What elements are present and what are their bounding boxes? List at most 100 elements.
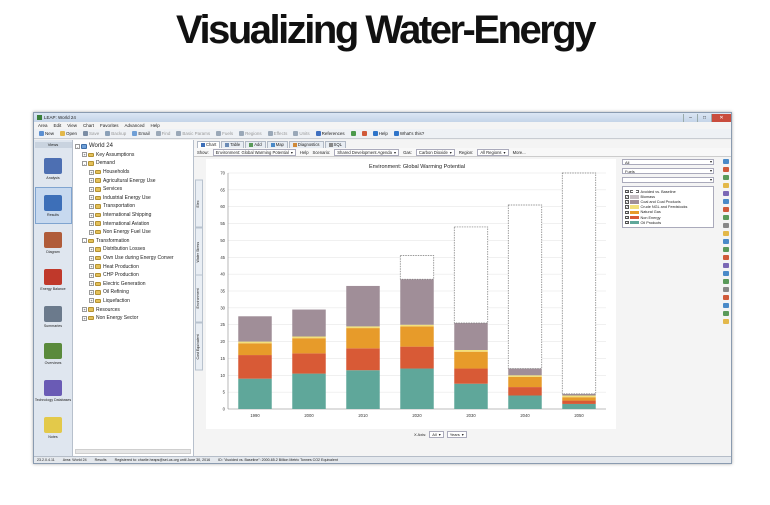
chart-tool-11-icon[interactable] [723, 247, 729, 252]
expand-icon[interactable]: + [89, 255, 94, 261]
side-tab-water-stress[interactable]: Water Stress [195, 227, 203, 275]
chart-tool-16-icon[interactable] [723, 287, 729, 292]
tree-item-key-assumptions[interactable]: + Key Assumptions [73, 151, 193, 160]
tool-12-button[interactable] [349, 131, 358, 136]
expand-icon[interactable]: + [89, 186, 94, 192]
tool-13-button[interactable] [360, 131, 369, 136]
collapse-icon[interactable]: - [75, 143, 80, 149]
tree-item-liquefaction[interactable]: + Liquefaction [73, 297, 193, 306]
legend-checkbox[interactable]: ✓ [625, 200, 629, 205]
tree-item-distribution-losses[interactable]: + Distribution Losses [73, 245, 193, 254]
tab-table[interactable]: Table [221, 141, 245, 148]
menu-favorites[interactable]: Favorites [99, 123, 119, 128]
new-button[interactable]: New [37, 131, 56, 136]
expand-icon[interactable]: + [89, 212, 94, 218]
view-notes[interactable]: Notes [35, 409, 72, 446]
legend-group-dropdown[interactable]: Fuels [622, 168, 714, 174]
tree-item-transformation[interactable]: - Transformation [73, 237, 193, 246]
chart-tool-1-icon[interactable] [723, 167, 729, 172]
collapse-icon[interactable]: - [82, 160, 87, 166]
tree-item-own-use-during-energy-conver[interactable]: + Own Use during Energy Conver [73, 254, 193, 263]
chart-tool-17-icon[interactable] [723, 295, 729, 300]
expand-icon[interactable]: + [89, 281, 94, 287]
units-button[interactable]: Units [291, 131, 311, 136]
chart-tool-0-icon[interactable] [723, 159, 729, 164]
tree-item-electric-generation[interactable]: + Electric Generation [73, 280, 193, 289]
gas-dropdown[interactable]: Carbon Dioxide ▾ [415, 148, 455, 156]
tree-item-international-aviation[interactable]: + International Aviation [73, 219, 193, 228]
legend-checkbox[interactable]: ✓ [625, 195, 629, 200]
chart-tool-12-icon[interactable] [723, 255, 729, 260]
menu-edit[interactable]: Edit [53, 123, 62, 128]
region-dropdown[interactable]: All Regions ▾ [477, 148, 509, 156]
chart-tool-14-icon[interactable] [723, 271, 729, 276]
expand-icon[interactable]: + [89, 264, 94, 270]
what-s-this-button[interactable]: What's this? [392, 131, 426, 136]
chart-tool-7-icon[interactable] [723, 215, 729, 220]
tree-item-non-energy-fuel-use[interactable]: + Non Energy Fuel Use [73, 228, 193, 237]
expand-icon[interactable]: + [82, 315, 87, 321]
chart-tool-13-icon[interactable] [723, 263, 729, 268]
menu-area[interactable]: Area [38, 123, 48, 128]
legend-item[interactable]: ✓ Non Energy [625, 215, 711, 220]
minimize-button[interactable]: – [683, 113, 697, 122]
collapse-icon[interactable]: - [82, 238, 87, 244]
expand-icon[interactable]: + [89, 229, 94, 235]
expand-icon[interactable]: + [89, 272, 94, 278]
maximize-button[interactable]: □ [697, 113, 711, 122]
side-tab-environment[interactable]: Environment [195, 275, 203, 323]
legend-checkbox[interactable]: ✓ [625, 189, 629, 194]
tree-item-services[interactable]: + Services [73, 185, 193, 194]
chart-tool-3-icon[interactable] [723, 183, 729, 188]
tab-sql[interactable]: SQL [324, 141, 346, 148]
legend-item[interactable]: ✓ Avoided vs. Baseline [625, 189, 711, 194]
chart-tool-8-icon[interactable] [723, 223, 729, 228]
tab-add[interactable]: Add [245, 141, 266, 148]
tree-item-agricultural-energy-use[interactable]: + Agricultural Energy Use [73, 176, 193, 185]
chart-tool-10-icon[interactable] [723, 239, 729, 244]
expand-icon[interactable]: + [89, 203, 94, 209]
expand-icon[interactable]: + [82, 152, 87, 158]
view-analysis[interactable]: Analysis [35, 150, 72, 187]
expand-icon[interactable]: + [89, 289, 94, 295]
basic-params-button[interactable]: Basic Params [174, 131, 212, 136]
chart-tool-15-icon[interactable] [723, 279, 729, 284]
menu-advanced[interactable]: Advanced [124, 123, 145, 128]
help-button[interactable]: Help [371, 131, 390, 136]
legend-checkbox[interactable]: ✓ [625, 215, 629, 220]
chart-tool-20-icon[interactable] [723, 319, 729, 324]
tree-item-heat-production[interactable]: + Heat Production [73, 262, 193, 271]
legend-checkbox[interactable]: ✓ [625, 220, 629, 225]
legend-item[interactable]: ✓ Crude NGL and Feedstocks [625, 205, 711, 210]
save-button[interactable]: Save [81, 131, 101, 136]
tree-horizontal-scrollbar[interactable] [75, 449, 191, 454]
tree-item-chp-production[interactable]: + CHP Production [73, 271, 193, 280]
tab-map[interactable]: Map [266, 141, 288, 148]
legend-item[interactable]: ✓ Biomass [625, 194, 711, 199]
tree-item-non-energy-sector[interactable]: + Non Energy Sector [73, 314, 193, 323]
chart-tool-9-icon[interactable] [723, 231, 729, 236]
fuels-button[interactable]: Fuels [214, 131, 235, 136]
legend-item[interactable]: ✓ Coal and Coal Products [625, 199, 711, 204]
tree-item-international-shipping[interactable]: + International Shipping [73, 211, 193, 220]
tree-item-resources[interactable]: + Resources [73, 305, 193, 314]
side-tab-elec[interactable]: Elec [195, 180, 203, 228]
open-button[interactable]: Open [58, 131, 79, 136]
chart-tool-19-icon[interactable] [723, 311, 729, 316]
more-button[interactable]: More... [512, 149, 526, 155]
help-link[interactable]: Help [299, 149, 309, 155]
expand-icon[interactable]: + [89, 195, 94, 201]
menu-view[interactable]: View [67, 123, 77, 128]
tree-item-industrial-energy-use[interactable]: + Industrial Energy Use [73, 194, 193, 203]
tree-item-oil-refining[interactable]: + Oil Refining [73, 288, 193, 297]
chart-tool-6-icon[interactable] [723, 207, 729, 212]
tree-item-households[interactable]: + Households [73, 168, 193, 177]
chart-tool-18-icon[interactable] [723, 303, 729, 308]
x-axis-dropdown[interactable]: All ▾ [429, 431, 444, 438]
view-summaries[interactable]: Summaries [35, 298, 72, 335]
references-button[interactable]: References [314, 131, 347, 136]
legend-extra-dropdown[interactable] [622, 177, 714, 183]
view-diagram[interactable]: Diagram [35, 224, 72, 261]
tree-item-transportation[interactable]: + Transportation [73, 202, 193, 211]
menu-help[interactable]: Help [150, 123, 160, 128]
